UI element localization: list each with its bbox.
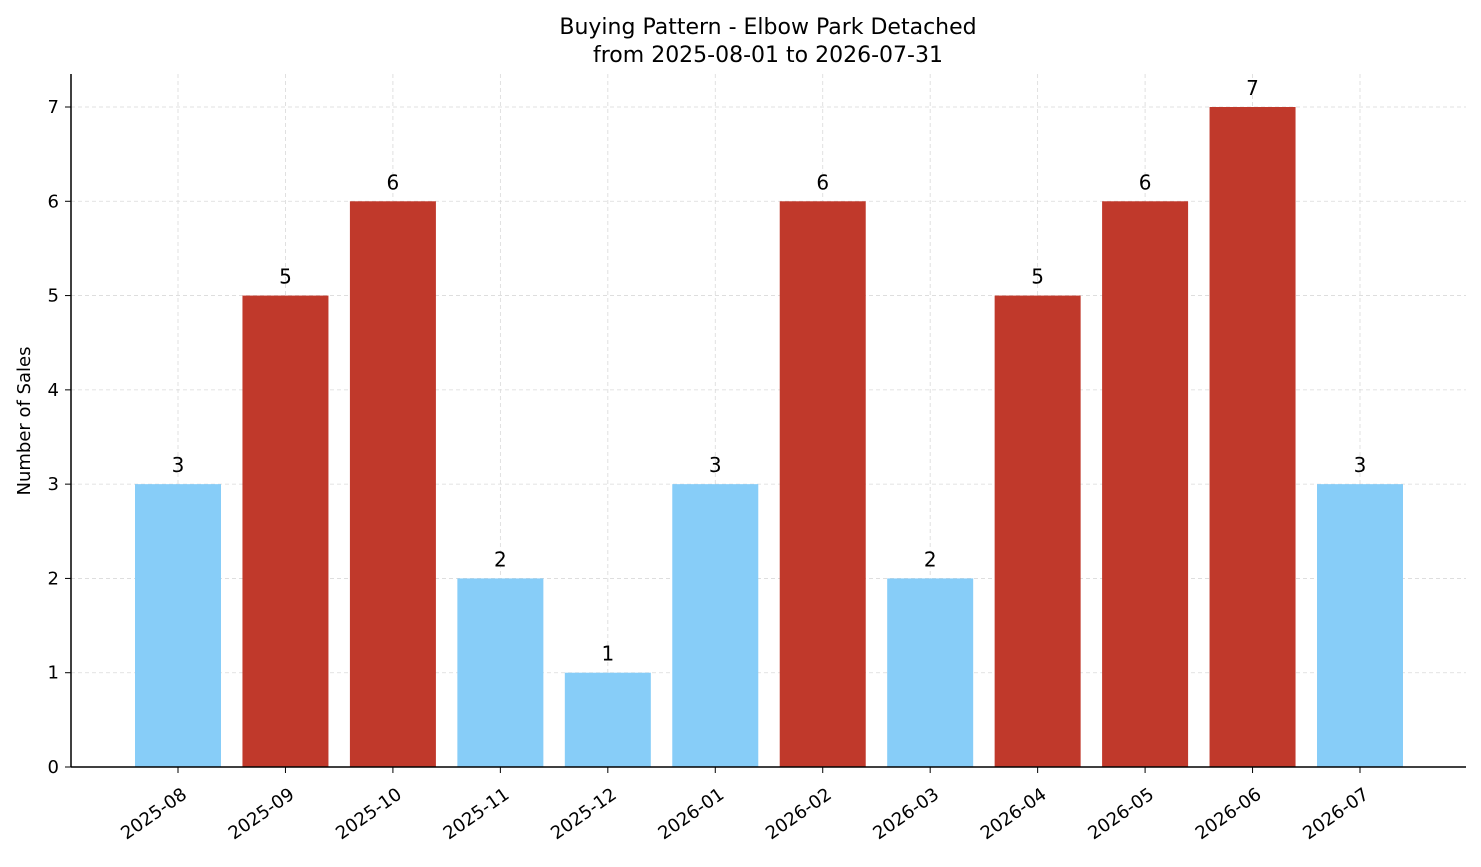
data-labels: 3 5 6 2 1 3 6 2 5 6 7 3: [172, 76, 1367, 666]
bars: [135, 107, 1403, 768]
x-tick-label: 2026-05: [1084, 784, 1158, 844]
bar-2026-03: [887, 578, 974, 767]
bar-2026-02: [779, 201, 866, 768]
bar-2026-07: [1317, 484, 1403, 767]
chart-subtitle: from 2025-08-01 to 2026-07-31: [593, 43, 943, 68]
data-label: 3: [1354, 453, 1367, 477]
data-label: 6: [1139, 170, 1152, 194]
bar-2026-01: [672, 484, 759, 767]
x-tick-label: 2025-09: [225, 784, 299, 844]
data-label: 3: [709, 453, 722, 477]
data-label: 3: [172, 453, 185, 477]
x-tick-label: 2026-01: [654, 784, 728, 844]
y-tick-label: 1: [48, 663, 59, 684]
chart-title: Buying Pattern - Elbow Park Detached: [559, 15, 976, 40]
y-tick-label: 7: [48, 97, 59, 118]
bar-2025-08: [135, 484, 221, 767]
x-tick-label: 2026-03: [869, 784, 943, 844]
x-tick-label: 2026-02: [762, 784, 836, 844]
x-tick-label: 2026-04: [977, 784, 1051, 844]
bar-2026-04: [994, 295, 1081, 767]
bar-2025-10: [349, 201, 436, 768]
data-label: 1: [601, 642, 614, 666]
bar-2026-06: [1209, 107, 1296, 767]
y-tick-label: 4: [48, 380, 59, 401]
x-tick-label: 2026-06: [1192, 784, 1266, 844]
bar-2025-12: [564, 672, 651, 767]
bar-2025-09: [242, 295, 329, 767]
data-label: 5: [279, 265, 292, 289]
data-label: 6: [387, 170, 400, 194]
y-tick-label: 5: [48, 286, 59, 307]
bar-2026-05: [1102, 201, 1189, 768]
y-tick-label: 3: [48, 474, 59, 495]
data-label: 7: [1246, 76, 1259, 100]
y-tick-label: 6: [48, 191, 59, 212]
x-tick-label: 2025-11: [440, 784, 514, 844]
y-tick-label: 2: [48, 568, 59, 589]
x-tick-label: 2025-12: [547, 784, 621, 844]
bar-2025-11: [457, 578, 544, 767]
data-label: 5: [1031, 265, 1044, 289]
data-label: 2: [494, 547, 507, 571]
x-tick-label: 2025-10: [332, 784, 406, 844]
x-tick-label: 2026-07: [1299, 784, 1373, 844]
y-tick-label: 0: [48, 757, 59, 778]
data-label: 6: [816, 170, 829, 194]
data-label: 2: [924, 547, 937, 571]
y-axis-label: Number of Sales: [14, 346, 35, 495]
x-tick-label: 2025-08: [117, 784, 191, 844]
